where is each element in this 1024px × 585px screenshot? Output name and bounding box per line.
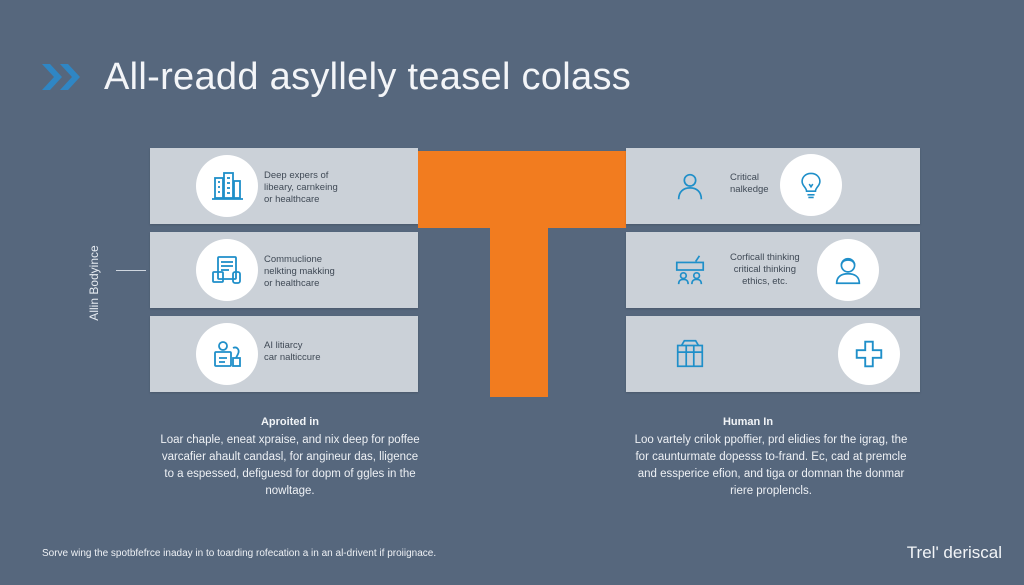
left-card-2: Commuclione nelkting makking or healthcare [150,232,418,308]
right-card-1-plain-icon [668,164,712,208]
document-icon [212,256,241,284]
left-card-1-icon-circle [196,155,258,217]
right-card-1: Critical nalkedge [626,148,920,224]
right-card-3-plain-icon [668,332,712,376]
right-card-1-icon-circle [780,154,842,216]
worker-icon [214,341,241,367]
team-icon [675,255,705,285]
right-card-1-text: Critical nalkedge [730,172,769,195]
left-card-2-icon-circle [196,239,258,301]
left-card-1-text: Deep expers of libeary, carnkeing or healt… [264,170,338,205]
left-card-3-icon-circle [196,323,258,385]
t-shape-top-bar [418,151,626,228]
left-card-2-text: Commuclione nelkting makking or healthcare [264,254,335,289]
brand-logo: Trel' deriscal [906,543,1002,562]
right-card-2: Corficall thinking critical thinking ethic… [626,232,920,308]
lightbulb-icon [801,172,821,199]
right-column-heading: Human In [722,416,774,428]
user-icon [835,257,861,285]
person-icon [677,173,703,200]
plus-icon [855,340,883,368]
left-column-heading: Aproited in [260,416,320,428]
side-connector-line [116,270,146,271]
footer-caption: Sorve wing the spotbfefrce inaday in to … [42,548,437,559]
left-card-3: AI litiarcy car nalticcure [150,316,418,392]
right-card-2-text: Corficall thinking critical thinking ethic… [730,252,800,287]
t-shape-stem [490,226,548,397]
right-card-3 [626,316,920,392]
building-icon [212,172,243,200]
left-card-1: Deep expers of libeary, carnkeing or healt… [150,148,418,224]
right-card-2-plain-icon [668,248,712,292]
right-column-body: Loo vartely crilok ppoffier, prd elidies… [634,434,908,497]
right-card-2-icon-circle [817,239,879,301]
double-chevron-icon [42,64,80,90]
left-card-3-text: AI litiarcy car nalticcure [264,340,321,363]
page-title: All-readd asyllely teasel colass [104,56,632,98]
right-card-3-icon-circle [838,323,900,385]
left-column-body: Loar chaple, eneat xpraise, and nix deep… [160,434,420,497]
side-label: Allin Bodyince [87,245,101,321]
box-icon [676,339,704,368]
